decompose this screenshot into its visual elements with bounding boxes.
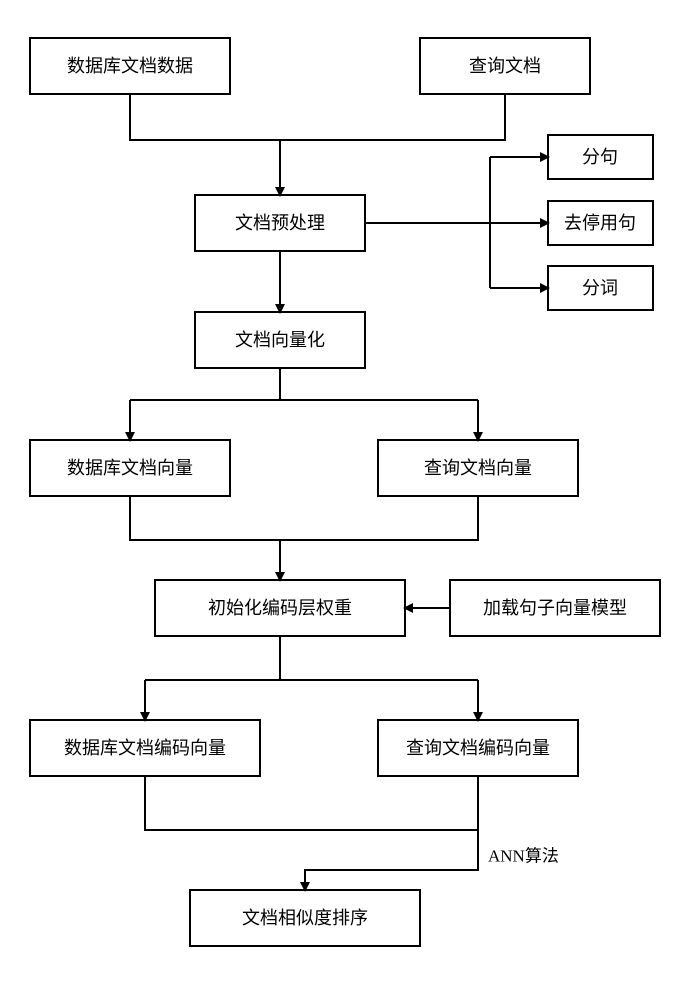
node-seg-word: 分词 <box>548 266 653 310</box>
edge-init-split <box>145 636 478 720</box>
svg-text:分词: 分词 <box>582 278 618 298</box>
node-init: 初始化编码层权重 <box>155 580 405 636</box>
svg-text:数据库文档编码向量: 数据库文档编码向量 <box>64 738 226 758</box>
edge-vectorize-split <box>130 368 478 440</box>
node-queryenc: 查询文档编码向量 <box>378 720 578 776</box>
svg-text:去停用句: 去停用句 <box>564 213 636 233</box>
svg-text:初始化编码层权重: 初始化编码层权重 <box>208 598 352 618</box>
flowchart: 数据库文档数据 查询文档 分句 文档预处理 去停用句 分词 文档向量化 数据库文… <box>0 0 684 1000</box>
node-dbdoc: 数据库文档数据 <box>30 38 230 94</box>
edge-top-merge <box>130 94 505 195</box>
svg-text:分句: 分句 <box>582 147 618 167</box>
svg-text:文档向量化: 文档向量化 <box>235 330 325 350</box>
node-dbenc: 数据库文档编码向量 <box>30 720 260 776</box>
node-stop: 去停用句 <box>548 201 653 245</box>
svg-text:文档预处理: 文档预处理 <box>235 213 325 233</box>
edge-label-ann: ANN算法 <box>488 847 559 866</box>
node-preproc: 文档预处理 <box>195 195 365 251</box>
node-queryvec: 查询文档向量 <box>378 440 578 496</box>
svg-text:加载句子向量模型: 加载句子向量模型 <box>483 598 627 618</box>
node-vectorize: 文档向量化 <box>195 312 365 368</box>
edge-enc-merge <box>145 776 478 890</box>
node-seg-sent: 分句 <box>548 135 653 179</box>
svg-text:数据库文档向量: 数据库文档向量 <box>67 458 193 478</box>
svg-text:文档相似度排序: 文档相似度排序 <box>242 908 368 928</box>
node-sort: 文档相似度排序 <box>190 890 420 946</box>
edge-vec-merge <box>130 496 478 580</box>
edge-preproc-sides <box>365 157 548 288</box>
node-dbvec: 数据库文档向量 <box>30 440 230 496</box>
svg-text:数据库文档数据: 数据库文档数据 <box>67 56 193 76</box>
svg-text:查询文档向量: 查询文档向量 <box>424 458 532 478</box>
svg-text:查询文档编码向量: 查询文档编码向量 <box>406 738 550 758</box>
node-loadmodel: 加载句子向量模型 <box>450 580 660 636</box>
svg-text:查询文档: 查询文档 <box>469 56 541 76</box>
node-querydoc: 查询文档 <box>420 38 590 94</box>
